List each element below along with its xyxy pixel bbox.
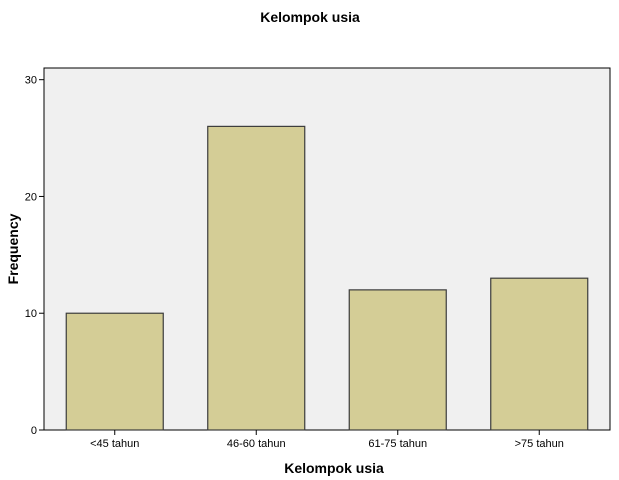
y-tick-label: 0: [31, 425, 37, 437]
x-tick-label: 46-60 tahun: [227, 438, 286, 450]
bar: [207, 125, 306, 431]
y-tick-label: 20: [25, 191, 37, 203]
x-tick-label: 61-75 tahun: [368, 438, 427, 450]
y-axis-label: Frequency: [5, 213, 21, 284]
y-tick-label: 30: [25, 75, 37, 87]
y-tick-label: 10: [25, 308, 37, 320]
x-axis-label: Kelompok usia: [284, 460, 384, 476]
chart-title: Kelompok usia: [260, 9, 360, 25]
x-axis: <45 tahun 46-60 tahun 61-75 tahun >75 tahun: [90, 430, 564, 450]
x-tick-label: >75 tahun: [515, 438, 564, 450]
bar: [490, 277, 589, 431]
bar: [348, 289, 447, 431]
x-tick-label: <45 tahun: [90, 438, 139, 450]
bar: [65, 312, 164, 431]
y-axis: 0 10 20 30: [25, 75, 44, 437]
